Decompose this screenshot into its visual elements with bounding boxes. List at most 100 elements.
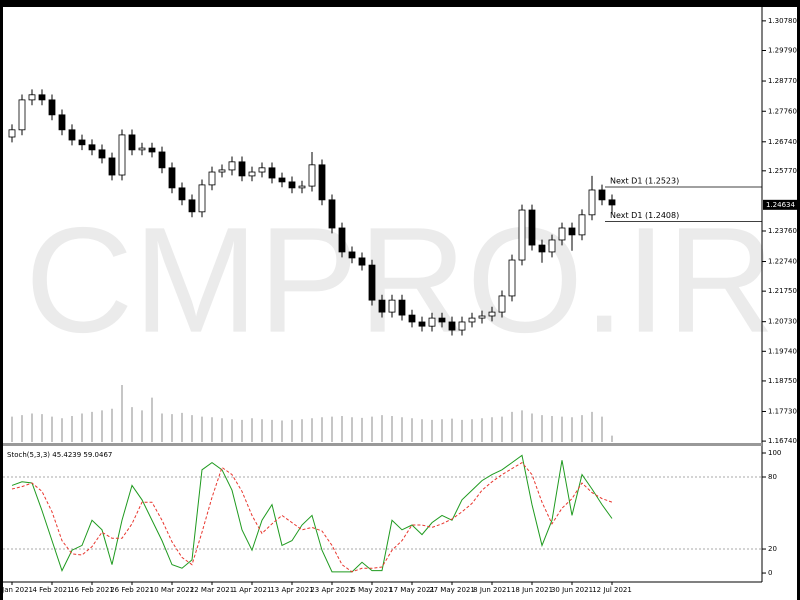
forecast-label: Next D1 (1.2523) — [610, 176, 679, 185]
x-tick-label: 12 Jul 2021 — [592, 586, 632, 594]
candle-body — [38, 94, 46, 101]
candle-body — [48, 99, 56, 116]
candle-body — [308, 164, 316, 187]
y-tick-label: 0 — [768, 569, 772, 577]
candle-body — [398, 299, 406, 316]
candle-body — [128, 134, 136, 151]
candle-body — [348, 251, 356, 259]
candle-body — [68, 129, 76, 141]
x-tick-label: 5 May 2021 — [351, 586, 392, 594]
candle-body — [408, 314, 416, 323]
y-tick-label: 1.30780 — [768, 17, 797, 25]
x-tick-label: 4 Feb 2021 — [32, 586, 71, 594]
candle-body — [458, 321, 466, 331]
y-tick-label: 1.27760 — [768, 107, 797, 115]
candle-body — [148, 147, 156, 153]
candle-body — [368, 264, 376, 301]
x-tick-label: 22 Mar 2021 — [190, 586, 234, 594]
pane-divider — [3, 443, 762, 446]
candle-body — [18, 99, 26, 131]
candle-body — [118, 134, 126, 176]
candle-body — [298, 185, 306, 189]
candle-body — [488, 311, 496, 317]
stoch-line — [11, 454, 613, 573]
indicator-title: Stoch(5,3,3) 45.4239 59.0467 — [7, 451, 112, 459]
x-tick-label: 8 Jun 2021 — [473, 586, 511, 594]
candle-body — [228, 161, 236, 171]
candle-body — [358, 257, 366, 266]
x-tick-label: 17 May 2021 — [389, 586, 435, 594]
y-tick-label: 1.26740 — [768, 138, 797, 146]
candle-body — [78, 139, 86, 146]
y-tick-label: 1.20730 — [768, 318, 797, 326]
candle-body — [198, 184, 206, 213]
x-tick-label: 16 Feb 2021 — [70, 586, 114, 594]
candle-body — [248, 171, 256, 177]
candle-body — [288, 181, 296, 189]
candle-body — [328, 199, 336, 229]
candle-body — [168, 167, 176, 189]
y-tick-label: 1.17730 — [768, 407, 797, 415]
candle-body — [598, 189, 606, 201]
x-tick-label: 30 Jun 2021 — [551, 586, 593, 594]
x-tick-label: 10 Mar 2021 — [150, 586, 194, 594]
x-tick-label: 1 Apr 2021 — [233, 586, 272, 594]
candle-body — [498, 295, 506, 313]
y-tick-label: 1.19740 — [768, 347, 797, 355]
candle-body — [528, 209, 536, 246]
price-marker — [763, 199, 797, 210]
y-tick-label: 1.29790 — [768, 47, 797, 55]
y-tick-label: 1.21750 — [768, 287, 797, 295]
y-tick-label: 1.23760 — [768, 227, 797, 235]
stoch-line — [11, 461, 613, 573]
y-tick-label: 1.28770 — [768, 77, 797, 85]
candle-body — [258, 167, 266, 173]
candle-body — [58, 114, 66, 131]
candle-body — [578, 214, 586, 236]
forecast-label: Next D1 (1.2408) — [610, 211, 679, 220]
candle-body — [278, 177, 286, 183]
candle-body — [208, 171, 216, 186]
candle-body — [268, 167, 276, 179]
candle-body — [448, 321, 456, 331]
x-tick-label: 26 Feb 2021 — [110, 586, 154, 594]
x-tick-label: 23 Apr 2021 — [310, 586, 353, 594]
price-marker-label: 1.24634 — [766, 201, 795, 209]
candle-body — [608, 199, 616, 206]
candle-body — [188, 199, 196, 213]
candle-body — [428, 317, 436, 327]
candle-body — [88, 144, 96, 151]
y-tick-label: 1.18750 — [768, 377, 797, 385]
candle-body — [588, 189, 596, 216]
candle-body — [218, 169, 226, 173]
candle-body — [158, 151, 166, 169]
candle-body — [378, 299, 386, 313]
candle-body — [28, 94, 36, 101]
candle-body — [8, 129, 16, 138]
y-tick-label: 1.22740 — [768, 258, 797, 266]
candle-body — [388, 299, 396, 313]
candle-body — [518, 209, 526, 261]
candle-body — [238, 161, 246, 177]
candle-body — [318, 164, 326, 201]
candle-body — [558, 227, 566, 241]
candle-body — [178, 187, 186, 201]
x-tick-label: 13 Apr 2021 — [270, 586, 313, 594]
y-tick-label: 1.25770 — [768, 167, 797, 175]
x-tick-label: 27 May 2021 — [429, 586, 475, 594]
candle-body — [108, 157, 116, 176]
y-tick-label: 20 — [768, 545, 777, 553]
watermark: CMPRO.IR — [25, 196, 775, 364]
candle-body — [438, 317, 446, 323]
y-tick-label: 1.16740 — [768, 437, 797, 445]
candle-body — [538, 244, 546, 253]
candle-body — [418, 321, 426, 327]
x-tick-label: 25 Jan 2021 — [0, 586, 33, 594]
y-tick-label: 80 — [768, 473, 777, 481]
candle-body — [548, 239, 556, 253]
candle-body — [468, 317, 476, 323]
candle-body — [568, 227, 576, 236]
candle-body — [508, 259, 516, 297]
